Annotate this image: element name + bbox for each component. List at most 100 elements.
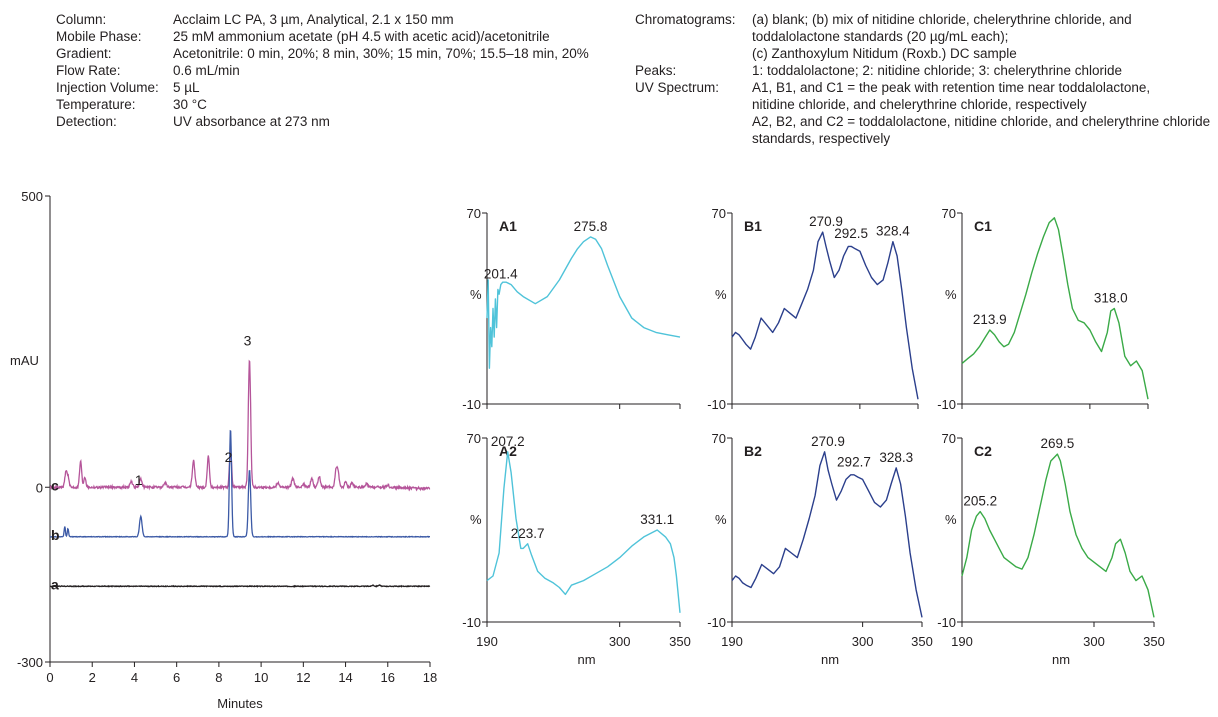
x-tick-label: 4 (131, 670, 138, 685)
spectrum-A1: 70 -10% A1 201.4 275.8 (462, 206, 681, 412)
y-axis-label: % (715, 287, 727, 302)
condition-key: Mobile Phase: (56, 29, 142, 44)
x-tick-label: 12 (296, 670, 310, 685)
condition-key: Column: (56, 12, 107, 27)
x-tick-label: 190 (721, 634, 743, 649)
panel-title: B1 (744, 218, 762, 234)
spectrum-line (731, 231, 919, 400)
condition-value: A1, B1, and C1 = the peak with retention… (752, 80, 1151, 95)
condition-row: toddalolactone standards (20 µg/mL each)… (635, 28, 1210, 45)
condition-value: 30 °C (173, 97, 207, 112)
x-tick-label: 2 (89, 670, 96, 685)
x-tick-label: 16 (381, 670, 395, 685)
panel-title: A2 (499, 443, 517, 459)
y-tick-label: -10 (937, 615, 956, 630)
condition-row: Flow Rate: 0.6 mL/min (56, 62, 589, 79)
y-axis-label: mAU (10, 353, 39, 368)
x-tick-label: 300 (852, 634, 874, 649)
condition-row: (c) Zanthoxylum Nitidum (Roxb.) DC sampl… (635, 45, 1210, 62)
peak-wavelength-label: 275.8 (574, 219, 608, 234)
condition-row: Mobile Phase: 25 mM ammonium acetate (pH … (56, 28, 589, 45)
peak-wavelength-label: 223.7 (511, 526, 545, 541)
peak-wavelength-label: 331.1 (640, 512, 674, 527)
y-tick-label: 500 (21, 189, 43, 204)
condition-row: A2, B2, and C2 = toddalolactone, nitidin… (635, 113, 1210, 130)
condition-value: A2, B2, and C2 = toddalolactone, nitidin… (752, 114, 1211, 129)
y-tick-label: 0 (36, 480, 43, 495)
peak-wavelength-label: 328.4 (876, 224, 910, 239)
spectrum-line (731, 451, 923, 618)
condition-value: 0.6 mL/min (173, 63, 240, 78)
panel-title: C1 (974, 218, 992, 234)
x-tick-label: 300 (609, 634, 631, 649)
condition-row: nitidine chloride, and chelerythrine chl… (635, 96, 1210, 113)
y-axis-label: % (470, 287, 482, 302)
condition-key: UV Spectrum: (635, 80, 720, 95)
x-tick-label: 8 (215, 670, 222, 685)
condition-key: Chromatograms: (635, 12, 736, 27)
condition-value: 25 mM ammonium acetate (pH 4.5 with acet… (173, 29, 550, 44)
condition-value: nitidine chloride, and chelerythrine chl… (752, 97, 1087, 112)
conditions-left: Column: Acclaim LC PA, 3 µm, Analytical, … (56, 11, 589, 130)
x-tick-label: 190 (476, 634, 498, 649)
condition-value: UV absorbance at 273 nm (173, 114, 330, 129)
peak-label: 3 (244, 332, 252, 348)
peak-wavelength-label: 292.7 (837, 455, 871, 470)
peak-wavelength-label: 318.0 (1094, 291, 1128, 306)
y-tick-label: -10 (937, 397, 956, 412)
spectrum-line (961, 217, 1149, 400)
x-tick-label: 350 (669, 634, 691, 649)
trace-b (50, 429, 430, 539)
panel-title: B2 (744, 443, 762, 459)
peak-wavelength-label: 292.5 (834, 226, 868, 241)
peak-wavelength-label: 328.3 (879, 450, 913, 465)
y-axis-label: % (470, 512, 482, 527)
condition-value: standards, respectively (752, 131, 891, 146)
condition-value: Acclaim LC PA, 3 µm, Analytical, 2.1 x 1… (173, 12, 454, 27)
x-tick-label: 6 (173, 670, 180, 685)
x-tick-label: 300 (1083, 634, 1105, 649)
y-tick-label: 70 (712, 431, 726, 446)
spectrum-C2: 70 -10 190 300 350 nm% C2 205.2 269.5 (937, 431, 1165, 667)
condition-value: (a) blank; (b) mix of nitidine chloride,… (752, 12, 1132, 27)
spectrum-line (486, 236, 681, 369)
condition-value: toddalolactone standards (20 µg/mL each)… (752, 29, 1009, 44)
spectrum-line (486, 451, 681, 613)
x-tick-label: 190 (951, 634, 973, 649)
condition-value: 1: toddalolactone; 2: nitidine chloride;… (752, 63, 1122, 78)
y-axis-label: % (715, 512, 727, 527)
y-tick-label: -10 (707, 615, 726, 630)
condition-row: Detection: UV absorbance at 273 nm (56, 113, 589, 130)
peak-label: 2 (225, 449, 233, 465)
x-axis-label: nm (1052, 652, 1070, 667)
condition-key: Temperature: (56, 97, 136, 112)
panel-title: C2 (974, 443, 992, 459)
peak-wavelength-label: 269.5 (1041, 436, 1075, 451)
condition-row: standards, respectively (635, 130, 1210, 147)
trace-label-a: a (51, 576, 59, 592)
spectrum-line (961, 453, 1155, 618)
peak-wavelength-label: 213.9 (973, 312, 1007, 327)
condition-row: Peaks: 1: toddalolactone; 2: nitidine chl… (635, 62, 1210, 79)
x-tick-label: 18 (423, 670, 437, 685)
y-axis-label: % (945, 512, 957, 527)
x-axis-label: Minutes (217, 696, 263, 711)
conditions-right: Chromatograms: (a) blank; (b) mix of niti… (635, 11, 1210, 147)
x-axis-label: nm (577, 652, 595, 667)
y-tick-label: -10 (707, 397, 726, 412)
peak-wavelength-label: 270.9 (809, 214, 843, 229)
panel-title: A1 (499, 218, 517, 234)
x-tick-label: 0 (46, 670, 53, 685)
condition-row: Column: Acclaim LC PA, 3 µm, Analytical, … (56, 11, 589, 28)
x-axis-label: nm (821, 652, 839, 667)
condition-row: UV Spectrum: A1, B1, and C1 = the peak wi… (635, 79, 1210, 96)
x-tick-label: 14 (338, 670, 352, 685)
trace-label-b: b (51, 527, 60, 543)
y-tick-label: 70 (467, 431, 481, 446)
condition-value: (c) Zanthoxylum Nitidum (Roxb.) DC sampl… (752, 46, 1017, 61)
condition-value: 5 µL (173, 80, 200, 95)
spectrum-C1: 70 -10% C1 213.9 318.0 (937, 206, 1149, 412)
